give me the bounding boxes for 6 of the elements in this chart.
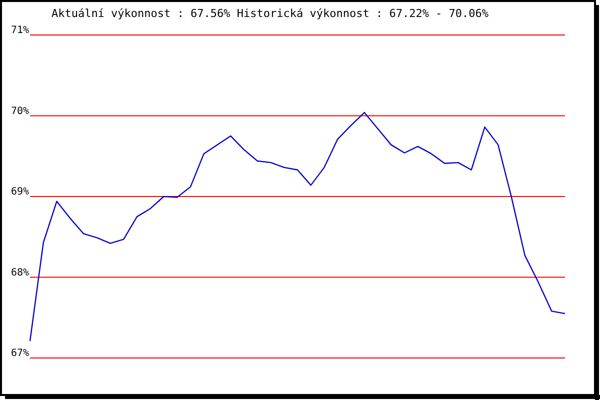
y-tick-label: 68% [10,267,29,278]
y-tick-label: 71% [10,25,29,36]
chart-title: Aktuální výkonnost : 67.56% Historická výkonnost : 67.22% - 70.06% [51,7,489,20]
y-tick-label: 70% [10,106,29,117]
y-tick-label: 67% [10,348,29,359]
y-tick-label: 69% [10,186,29,198]
